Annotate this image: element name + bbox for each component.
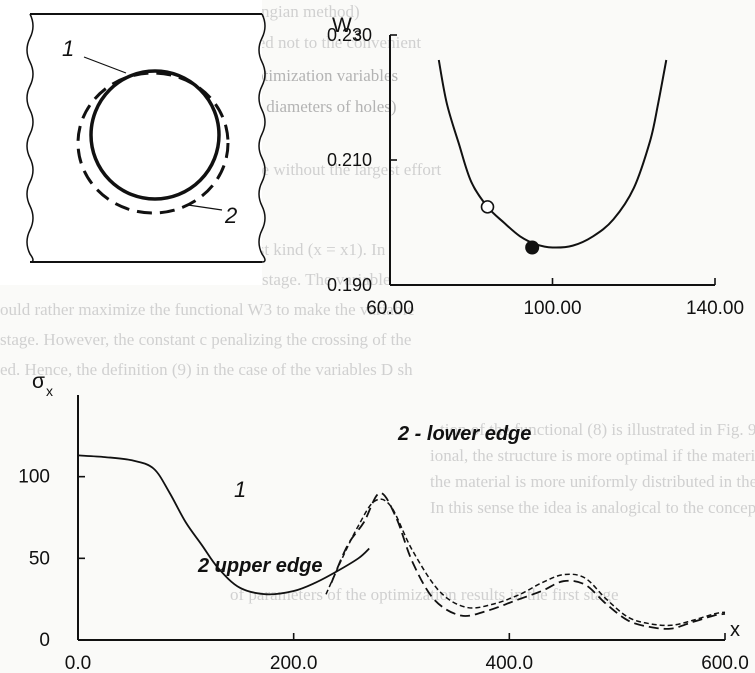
bottom-chart-x-tick-label: 400.0 — [486, 653, 534, 673]
top-chart-ylabel-subscript: 3 — [354, 27, 362, 43]
background-text-line: tion of the functional (8) is illustrate… — [440, 420, 755, 439]
bottom-chart: σ x 1 2 upper edge 2 - lower edge x 0.0 … — [18, 370, 748, 673]
inset-schematic: 1 2 — [0, 0, 266, 285]
top-chart-open-point — [480, 200, 495, 214]
bottom-chart-y-tick-label: 50 — [29, 548, 50, 569]
top-chart-series-line — [437, 59, 668, 249]
top-chart-y-tick-label: 0.230 — [327, 25, 372, 45]
bottom-chart-ylabel: σ — [32, 370, 45, 393]
top-chart: W 3 60.00 100.00 140.00 0.190 0.210 0.23… — [327, 14, 744, 319]
top-chart-y-tick-label: 0.210 — [327, 150, 372, 170]
bottom-chart-x-tick-label: 0.0 — [65, 653, 91, 673]
bottom-chart-x-tick-label: 200.0 — [270, 653, 318, 673]
background-text-line: ould rather maximize the functional W3 t… — [0, 300, 415, 319]
top-chart-x-tick-label: 60.00 — [366, 298, 414, 319]
inset-hole-circle — [89, 69, 221, 201]
background-text-line: the material is more uniformly distribut… — [430, 472, 755, 491]
bottom-chart-label-curve-1: 1 — [234, 477, 246, 502]
bottom-chart-y-tick-label: 100 — [18, 467, 50, 488]
top-chart-x-tick-label: 100.00 — [523, 298, 581, 319]
top-chart-ylabel: W — [332, 14, 352, 37]
inset-optimized-hole-dashed — [76, 71, 230, 215]
background-text-line: ed. Hence, the definition (9) in the cas… — [0, 360, 413, 379]
background-text-line: ional, the structure is more optimal if … — [430, 446, 755, 465]
background-text-line: In this sense the idea is analogical to … — [430, 498, 755, 517]
inset-leader-line-1 — [83, 56, 127, 74]
top-chart-y-tick-label: 0.190 — [327, 275, 372, 295]
inset-label-1: 1 — [62, 36, 74, 61]
bottom-chart-label-upper-edge: 2 upper edge — [197, 555, 322, 577]
bottom-chart-ticks — [77, 475, 726, 641]
top-chart-ticks — [389, 34, 716, 286]
bottom-chart-ylabel-subscript: x — [46, 383, 53, 399]
bottom-chart-title: σ x — [32, 370, 53, 399]
bottom-chart-series-lower-edge-line — [330, 492, 726, 630]
inset-left-wavy-edge — [26, 13, 34, 263]
bottom-chart-series-1-line — [77, 454, 370, 596]
bottom-chart-x-tick-label: 600.0 — [701, 653, 749, 673]
bottom-chart-series-upper-edge-line — [325, 498, 726, 627]
bottom-chart-xlabel: x — [730, 619, 740, 641]
inset-right-wavy-edge — [258, 13, 266, 263]
bottom-chart-label-lower-edge: 2 - lower edge — [397, 423, 531, 445]
inset-label-2: 2 — [224, 203, 237, 228]
top-chart-title: W 3 — [332, 14, 362, 43]
top-chart-optimum-point — [525, 240, 540, 255]
inset-leader-line-2 — [187, 204, 223, 211]
bottom-chart-y-tick-label: 0 — [39, 630, 50, 651]
background-text-line: stage. However, the constant c penalizin… — [0, 330, 412, 349]
top-chart-x-tick-label: 140.00 — [686, 298, 744, 319]
inset-background — [0, 0, 262, 285]
